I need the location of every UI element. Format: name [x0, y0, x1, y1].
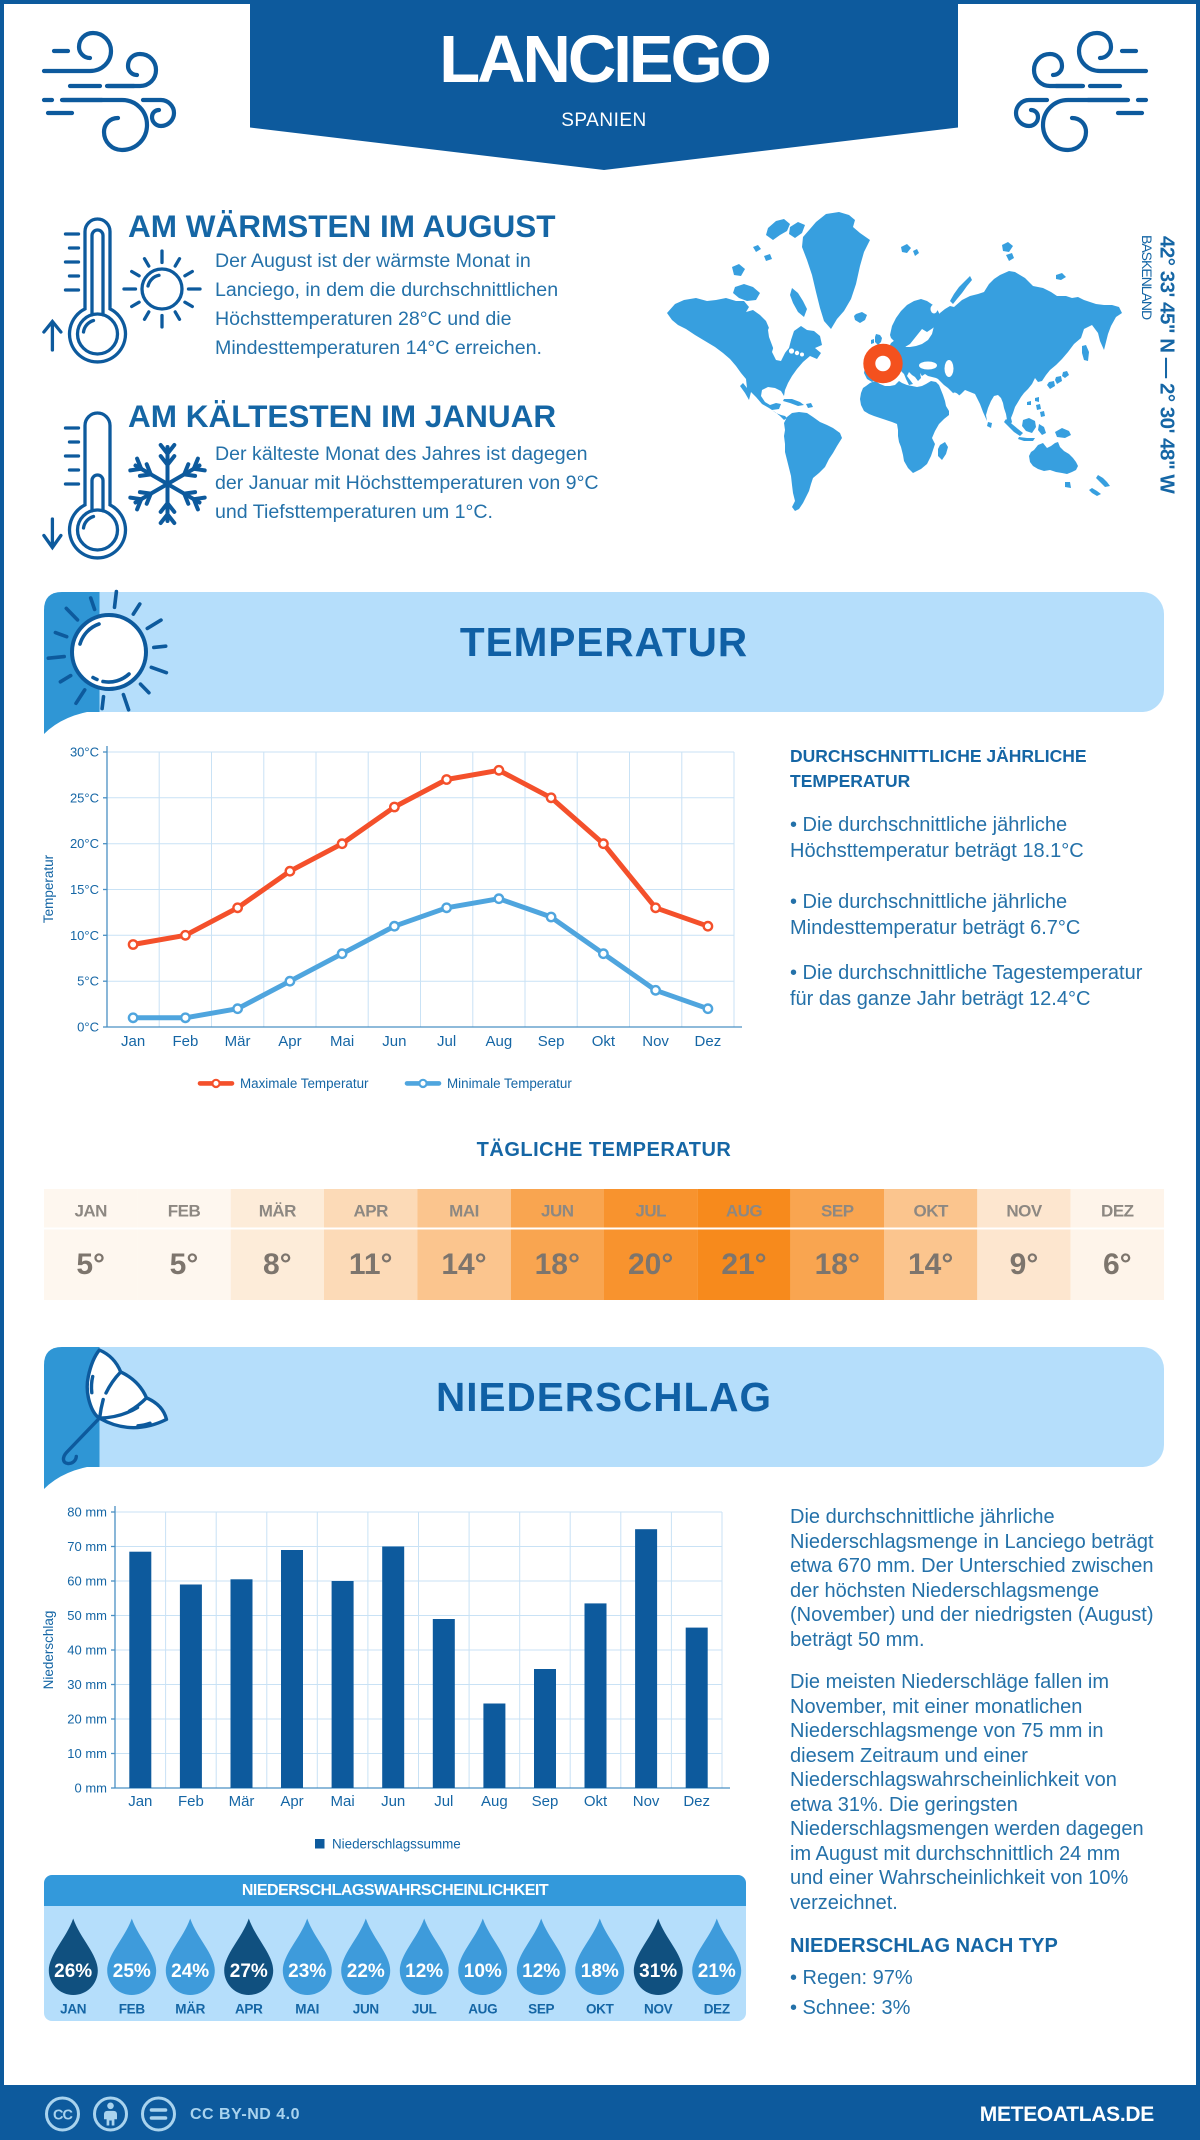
svg-text:Minimale Temperatur: Minimale Temperatur	[447, 1076, 572, 1091]
svg-text:Jul: Jul	[434, 1793, 453, 1810]
svg-text:DEZ: DEZ	[1101, 1202, 1134, 1221]
svg-text:27%: 27%	[230, 1961, 268, 1982]
svg-text:9°: 9°	[1010, 1248, 1039, 1281]
svg-text:70 mm: 70 mm	[67, 1539, 107, 1554]
svg-text:25°C: 25°C	[70, 790, 99, 805]
svg-text:OKT: OKT	[914, 1202, 950, 1221]
svg-text:Sep: Sep	[538, 1033, 565, 1050]
svg-text:Jan: Jan	[128, 1793, 152, 1810]
svg-text:MÄR: MÄR	[175, 2002, 205, 2017]
svg-text:11°: 11°	[349, 1248, 393, 1281]
svg-text:60 mm: 60 mm	[67, 1574, 107, 1589]
svg-text:FEB: FEB	[168, 1202, 201, 1221]
svg-text:Dez: Dez	[683, 1793, 710, 1810]
svg-text:18°: 18°	[815, 1248, 860, 1281]
svg-text:10°C: 10°C	[70, 928, 99, 943]
svg-text:20 mm: 20 mm	[67, 1712, 107, 1727]
svg-text:NOV: NOV	[1006, 1202, 1043, 1221]
svg-text:18%: 18%	[581, 1961, 619, 1982]
svg-text:5°: 5°	[170, 1248, 199, 1281]
svg-text:50 mm: 50 mm	[67, 1608, 107, 1623]
svg-text:Sep: Sep	[532, 1793, 559, 1810]
svg-text:5°: 5°	[76, 1248, 105, 1281]
svg-text:JUL: JUL	[635, 1202, 666, 1221]
svg-text:10 mm: 10 mm	[67, 1746, 107, 1761]
svg-text:AUG: AUG	[468, 2002, 497, 2017]
svg-text:Jun: Jun	[381, 1793, 405, 1810]
svg-text:15°C: 15°C	[70, 882, 99, 897]
svg-text:20°C: 20°C	[70, 836, 99, 851]
svg-text:SEP: SEP	[821, 1202, 854, 1221]
svg-text:24%: 24%	[171, 1961, 209, 1982]
svg-text:31%: 31%	[639, 1961, 677, 1982]
svg-text:JAN: JAN	[74, 1202, 107, 1221]
svg-text:Feb: Feb	[172, 1033, 198, 1050]
svg-text:Jul: Jul	[437, 1033, 456, 1050]
svg-text:Mai: Mai	[331, 1793, 355, 1810]
svg-text:25%: 25%	[113, 1961, 151, 1982]
svg-text:Okt: Okt	[592, 1033, 616, 1050]
svg-text:CC: CC	[53, 2108, 73, 2124]
svg-text:SEP: SEP	[528, 2002, 554, 2017]
svg-text:MÄR: MÄR	[259, 1202, 296, 1221]
svg-text:Apr: Apr	[280, 1793, 303, 1810]
svg-text:26%: 26%	[54, 1961, 92, 1982]
svg-text:0°C: 0°C	[77, 1020, 99, 1035]
svg-text:Nov: Nov	[633, 1793, 660, 1810]
svg-text:5°C: 5°C	[77, 974, 99, 989]
svg-text:Nov: Nov	[642, 1033, 669, 1050]
svg-text:MAI: MAI	[295, 2002, 319, 2017]
svg-text:Temperatur: Temperatur	[41, 854, 56, 923]
svg-text:MAI: MAI	[449, 1202, 479, 1221]
svg-text:JUL: JUL	[412, 2002, 437, 2017]
svg-text:21°: 21°	[721, 1248, 766, 1281]
svg-text:Feb: Feb	[178, 1793, 204, 1810]
svg-text:Niederschlagssumme: Niederschlagssumme	[332, 1837, 461, 1852]
svg-text:JUN: JUN	[353, 2002, 379, 2017]
svg-text:20°: 20°	[628, 1248, 673, 1281]
svg-text:22%: 22%	[347, 1961, 385, 1982]
svg-text:14°: 14°	[441, 1248, 486, 1281]
svg-text:21%: 21%	[698, 1961, 736, 1982]
svg-text:40 mm: 40 mm	[67, 1643, 107, 1658]
svg-text:OKT: OKT	[586, 2002, 615, 2017]
svg-text:NOV: NOV	[644, 2002, 673, 2017]
svg-text:Mai: Mai	[330, 1033, 354, 1050]
svg-text:18°: 18°	[535, 1248, 580, 1281]
svg-text:Mär: Mär	[225, 1033, 251, 1050]
svg-text:Mär: Mär	[229, 1793, 255, 1810]
svg-text:Jan: Jan	[121, 1033, 145, 1050]
svg-text:AUG: AUG	[726, 1202, 763, 1221]
svg-text:Jun: Jun	[382, 1033, 406, 1050]
svg-text:FEB: FEB	[119, 2002, 146, 2017]
svg-text:12%: 12%	[405, 1961, 443, 1982]
svg-text:6°: 6°	[1103, 1248, 1132, 1281]
svg-text:Okt: Okt	[584, 1793, 608, 1810]
svg-text:Niederschlag: Niederschlag	[41, 1611, 56, 1690]
svg-text:Aug: Aug	[486, 1033, 513, 1050]
svg-text:Aug: Aug	[481, 1793, 508, 1810]
svg-text:APR: APR	[353, 1202, 388, 1221]
svg-text:JAN: JAN	[60, 2002, 86, 2017]
svg-text:Maximale Temperatur: Maximale Temperatur	[240, 1076, 369, 1091]
svg-text:8°: 8°	[263, 1248, 292, 1281]
svg-text:DEZ: DEZ	[704, 2002, 730, 2017]
svg-text:12%: 12%	[522, 1961, 560, 1982]
svg-text:14°: 14°	[908, 1248, 953, 1281]
svg-text:23%: 23%	[288, 1961, 326, 1982]
svg-text:APR: APR	[235, 2002, 263, 2017]
svg-text:Apr: Apr	[278, 1033, 301, 1050]
svg-text:JUN: JUN	[541, 1202, 574, 1221]
svg-text:80 mm: 80 mm	[67, 1505, 107, 1520]
svg-text:0 mm: 0 mm	[75, 1781, 108, 1796]
svg-text:30°C: 30°C	[70, 745, 99, 760]
svg-text:Dez: Dez	[695, 1033, 722, 1050]
svg-text:10%: 10%	[464, 1961, 502, 1982]
svg-text:30 mm: 30 mm	[67, 1677, 107, 1692]
